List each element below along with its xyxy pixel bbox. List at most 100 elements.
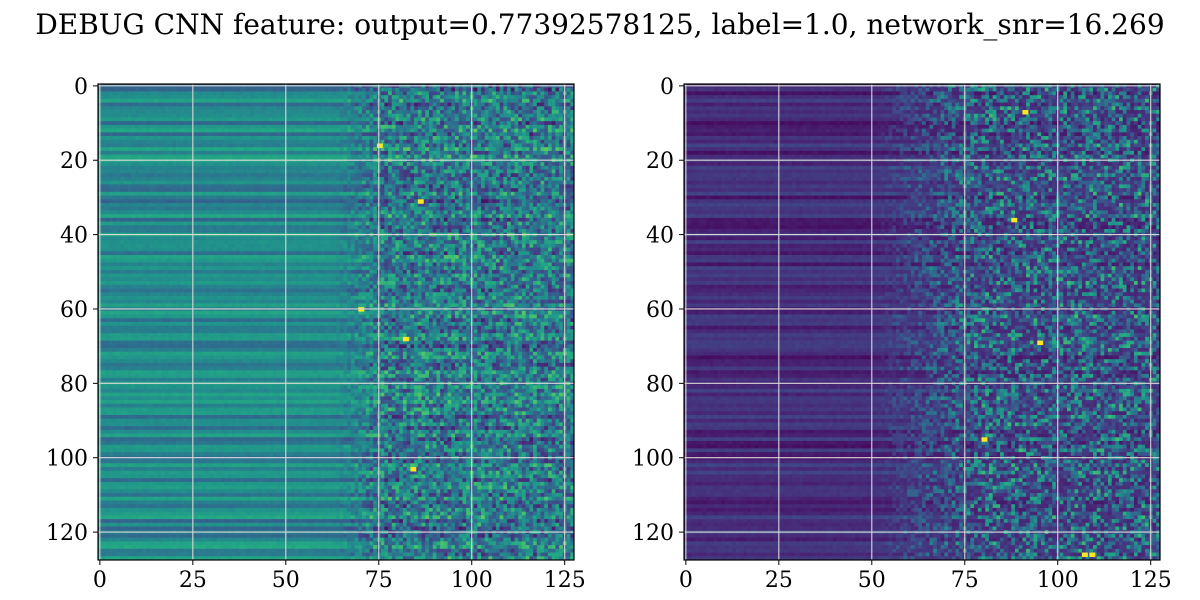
heatmap-cell — [117, 218, 121, 222]
heatmap-cell — [433, 170, 437, 174]
heatmap-cell — [280, 151, 284, 155]
heatmap-cell — [139, 110, 143, 114]
heatmap-cell — [180, 203, 184, 207]
heatmap-cell — [269, 162, 273, 166]
heatmap-cell — [161, 125, 165, 129]
heatmap-cell — [336, 155, 340, 159]
heatmap-cell — [247, 177, 251, 181]
heatmap-cell — [529, 132, 533, 136]
heatmap-cell — [533, 117, 537, 121]
heatmap-cell — [414, 140, 418, 144]
heatmap-cell — [277, 144, 281, 148]
heatmap-cell — [303, 192, 307, 196]
heatmap-cell — [128, 181, 132, 185]
heatmap-cell — [195, 188, 199, 192]
heatmap-cell — [433, 129, 437, 133]
heatmap-cell — [135, 199, 139, 203]
heatmap-cell — [325, 177, 329, 181]
heatmap-cell — [280, 91, 284, 95]
heatmap-cell — [262, 110, 266, 114]
heatmap-cell — [295, 173, 299, 177]
heatmap-cell — [273, 192, 277, 196]
heatmap-cell — [392, 162, 396, 166]
heatmap-cell — [529, 218, 533, 222]
heatmap-cell — [466, 218, 470, 222]
heatmap-cell — [154, 117, 158, 121]
heatmap-cell — [533, 222, 537, 226]
heatmap-cell — [198, 188, 202, 192]
heatmap-cell — [448, 225, 452, 229]
heatmap-cell — [548, 210, 552, 214]
heatmap-cell — [366, 125, 370, 129]
heatmap-cell — [515, 103, 519, 107]
heatmap-cell — [485, 222, 489, 226]
heatmap-cell — [459, 125, 463, 129]
heatmap-cell — [511, 117, 515, 121]
heatmap-cell — [392, 103, 396, 107]
heatmap-cell — [503, 207, 507, 211]
heatmap-cell — [265, 184, 269, 188]
heatmap-cell — [444, 147, 448, 151]
heatmap-cell — [288, 147, 292, 151]
heatmap-cell — [358, 162, 362, 166]
heatmap-cell — [477, 91, 481, 95]
heatmap-cell — [224, 151, 228, 155]
heatmap-cell — [172, 144, 176, 148]
heatmap-cell — [410, 88, 414, 92]
heatmap-cell — [213, 106, 217, 110]
heatmap-cell — [306, 151, 310, 155]
heatmap-cell — [143, 192, 147, 196]
heatmap-cell — [221, 170, 225, 174]
heatmap-cell — [507, 173, 511, 177]
heatmap-cell — [295, 106, 299, 110]
heatmap-cell — [522, 95, 526, 99]
heatmap-cell — [488, 129, 492, 133]
heatmap-cell — [414, 210, 418, 214]
heatmap-cell — [544, 196, 548, 200]
heatmap-cell — [384, 125, 388, 129]
heatmap-cell — [381, 95, 385, 99]
heatmap-cell — [336, 95, 340, 99]
heatmap-cell — [221, 129, 225, 133]
heatmap-cell — [262, 121, 266, 125]
heatmap-cell — [325, 222, 329, 226]
heatmap-cell — [340, 218, 344, 222]
heatmap-cell — [425, 203, 429, 207]
heatmap-cell — [559, 188, 563, 192]
heatmap-cell — [488, 88, 492, 92]
heatmap-cell — [239, 125, 243, 129]
heatmap-cell — [254, 117, 258, 121]
heatmap-cell — [184, 110, 188, 114]
heatmap-cell — [418, 110, 422, 114]
heatmap-cell — [362, 136, 366, 140]
heatmap-cell — [455, 214, 459, 218]
heatmap-cell — [384, 140, 388, 144]
heatmap-cell — [258, 136, 262, 140]
heatmap-cell — [388, 218, 392, 222]
heatmap-cell — [466, 207, 470, 211]
heatmap-cell — [243, 121, 247, 125]
heatmap-cell — [258, 196, 262, 200]
heatmap-cell — [310, 103, 314, 107]
heatmap-cell — [347, 184, 351, 188]
heatmap-cell — [403, 121, 407, 125]
heatmap-cell — [131, 114, 135, 118]
heatmap-cell — [369, 162, 373, 166]
heatmap-cell — [541, 155, 545, 159]
heatmap-cell — [254, 181, 258, 185]
heatmap-cell — [462, 117, 466, 121]
heatmap-cell — [343, 207, 347, 211]
heatmap-cell — [332, 210, 336, 214]
heatmap-cell — [105, 132, 109, 136]
heatmap-cell — [369, 181, 373, 185]
heatmap-cell — [310, 218, 314, 222]
heatmap-cell — [269, 95, 273, 99]
heatmap-cell — [362, 129, 366, 133]
heatmap-cell — [488, 136, 492, 140]
heatmap-cell — [440, 222, 444, 226]
heatmap-cell — [314, 95, 318, 99]
heatmap-cell — [221, 147, 225, 151]
heatmap-cell — [332, 155, 336, 159]
heatmap-cell — [277, 173, 281, 177]
heatmap-cell — [236, 103, 240, 107]
